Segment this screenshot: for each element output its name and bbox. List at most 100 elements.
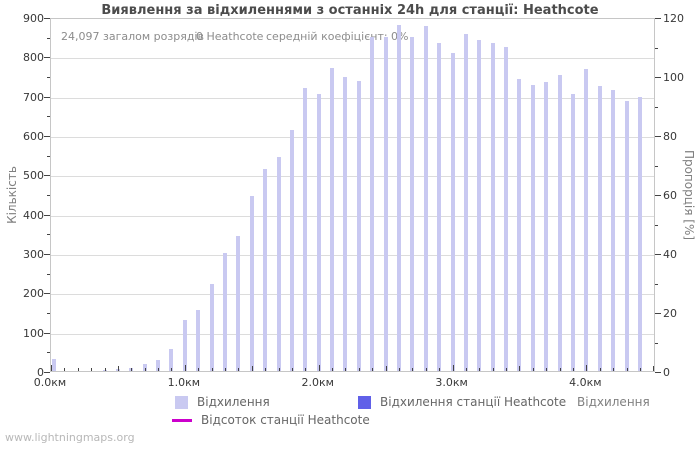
y-tick-left [47,195,50,196]
bar [530,85,535,371]
y-tick-label-left: 900 [23,12,44,25]
x-tick [639,368,641,371]
y-tick-left [47,352,50,354]
bar [142,363,147,371]
bar [343,76,348,371]
legend-swatch-deviation [175,395,188,409]
y-tick-label-right: 100 [663,71,684,84]
legend-item-station-percent: Відсоток станції Heathcote [172,413,370,427]
gridline [51,255,654,256]
y-tick-right [655,224,658,226]
legend-label-station-percent: Відсоток станції Heathcote [201,413,370,427]
x-tick [332,368,334,371]
y-tick-left [47,155,50,157]
bar [263,169,268,371]
bar [611,90,616,371]
y-tick-left [44,96,50,98]
bar [236,236,241,371]
x-tick-label: 4.0км [569,376,602,389]
y-tick-right [655,106,658,108]
bar [249,195,254,371]
bar [330,68,335,371]
x-tick-label: 1.0км [167,376,201,389]
x-tick [225,368,226,371]
y-tick-left [44,136,50,137]
x-tick [532,368,534,371]
y-tick-right [655,136,661,137]
x-tick [238,368,240,371]
x-tick [492,368,494,371]
x-tick [506,368,508,371]
x-tick [546,368,548,371]
x-tick [465,368,467,371]
legend-item-station-deviation: Відхилення станції Heathcote [358,395,566,409]
x-tick [519,366,521,371]
x-tick-label: 2.0км [301,376,334,389]
bar [196,310,201,371]
bar [557,75,562,371]
y-tick-label-left: 600 [23,130,44,143]
gridline [51,97,654,99]
bar [410,36,415,371]
x-tick [573,368,574,371]
bar [356,81,361,371]
y-tick-left [44,254,50,255]
x-tick [51,365,52,371]
y-tick-left [47,234,50,236]
bar [584,68,589,371]
x-tick-label: 0.0км [33,376,67,389]
y-tick-right [655,77,661,78]
bar [477,40,482,371]
y-tick-right [655,313,661,314]
bar [303,88,308,371]
x-tick [439,368,441,371]
bar [597,85,602,371]
x-tick [345,368,347,371]
legend-swatch-station-deviation [358,395,371,409]
x-tick [479,368,481,371]
y-tick-right [655,283,658,285]
x-tick [158,368,160,371]
y-tick-right [655,342,658,344]
chart-title: Виявлення за відхиленнями з останніх 24h… [101,3,599,18]
bar [490,43,495,371]
bar [637,97,642,371]
gridline [51,176,654,178]
x-tick [399,368,400,371]
y-tick-label-right: 20 [663,307,677,320]
bar [517,79,522,371]
x-tick [64,368,66,371]
y-tick-left [44,332,50,334]
bar [316,93,321,371]
y-tick-label-left: 800 [23,51,44,65]
y-tick-right [655,165,658,167]
bar [276,157,281,371]
y-tick-label-right: 80 [663,130,677,143]
y-tick-label-left: 500 [23,169,44,183]
gridline [51,294,654,296]
bar [504,46,509,371]
x-tick [91,368,93,371]
x-tick [251,366,253,371]
x-tick [184,365,186,371]
plot-area: 24,097 загалом розрядів 0 Heathcote сере… [50,18,655,372]
x-tick [211,368,213,371]
gridline [51,215,654,217]
bar [544,81,549,371]
x-tick [653,366,655,371]
bar [289,130,294,371]
y-tick-left [44,372,50,373]
y-tick-label-left: 700 [23,90,44,104]
y-tick-left [44,175,50,177]
y-tick-label-right: 0 [663,366,670,379]
y-tick-label-right: 60 [663,189,677,202]
x-tick [385,366,387,371]
y-tick-label-left: 0 [37,366,44,379]
y-tick-right [655,18,661,19]
y-tick-right [655,195,661,196]
y-tick-label-left: 400 [23,208,44,222]
y-tick-left [47,116,50,118]
bar [223,253,227,371]
y-tick-left [47,313,50,314]
x-tick [452,365,454,371]
